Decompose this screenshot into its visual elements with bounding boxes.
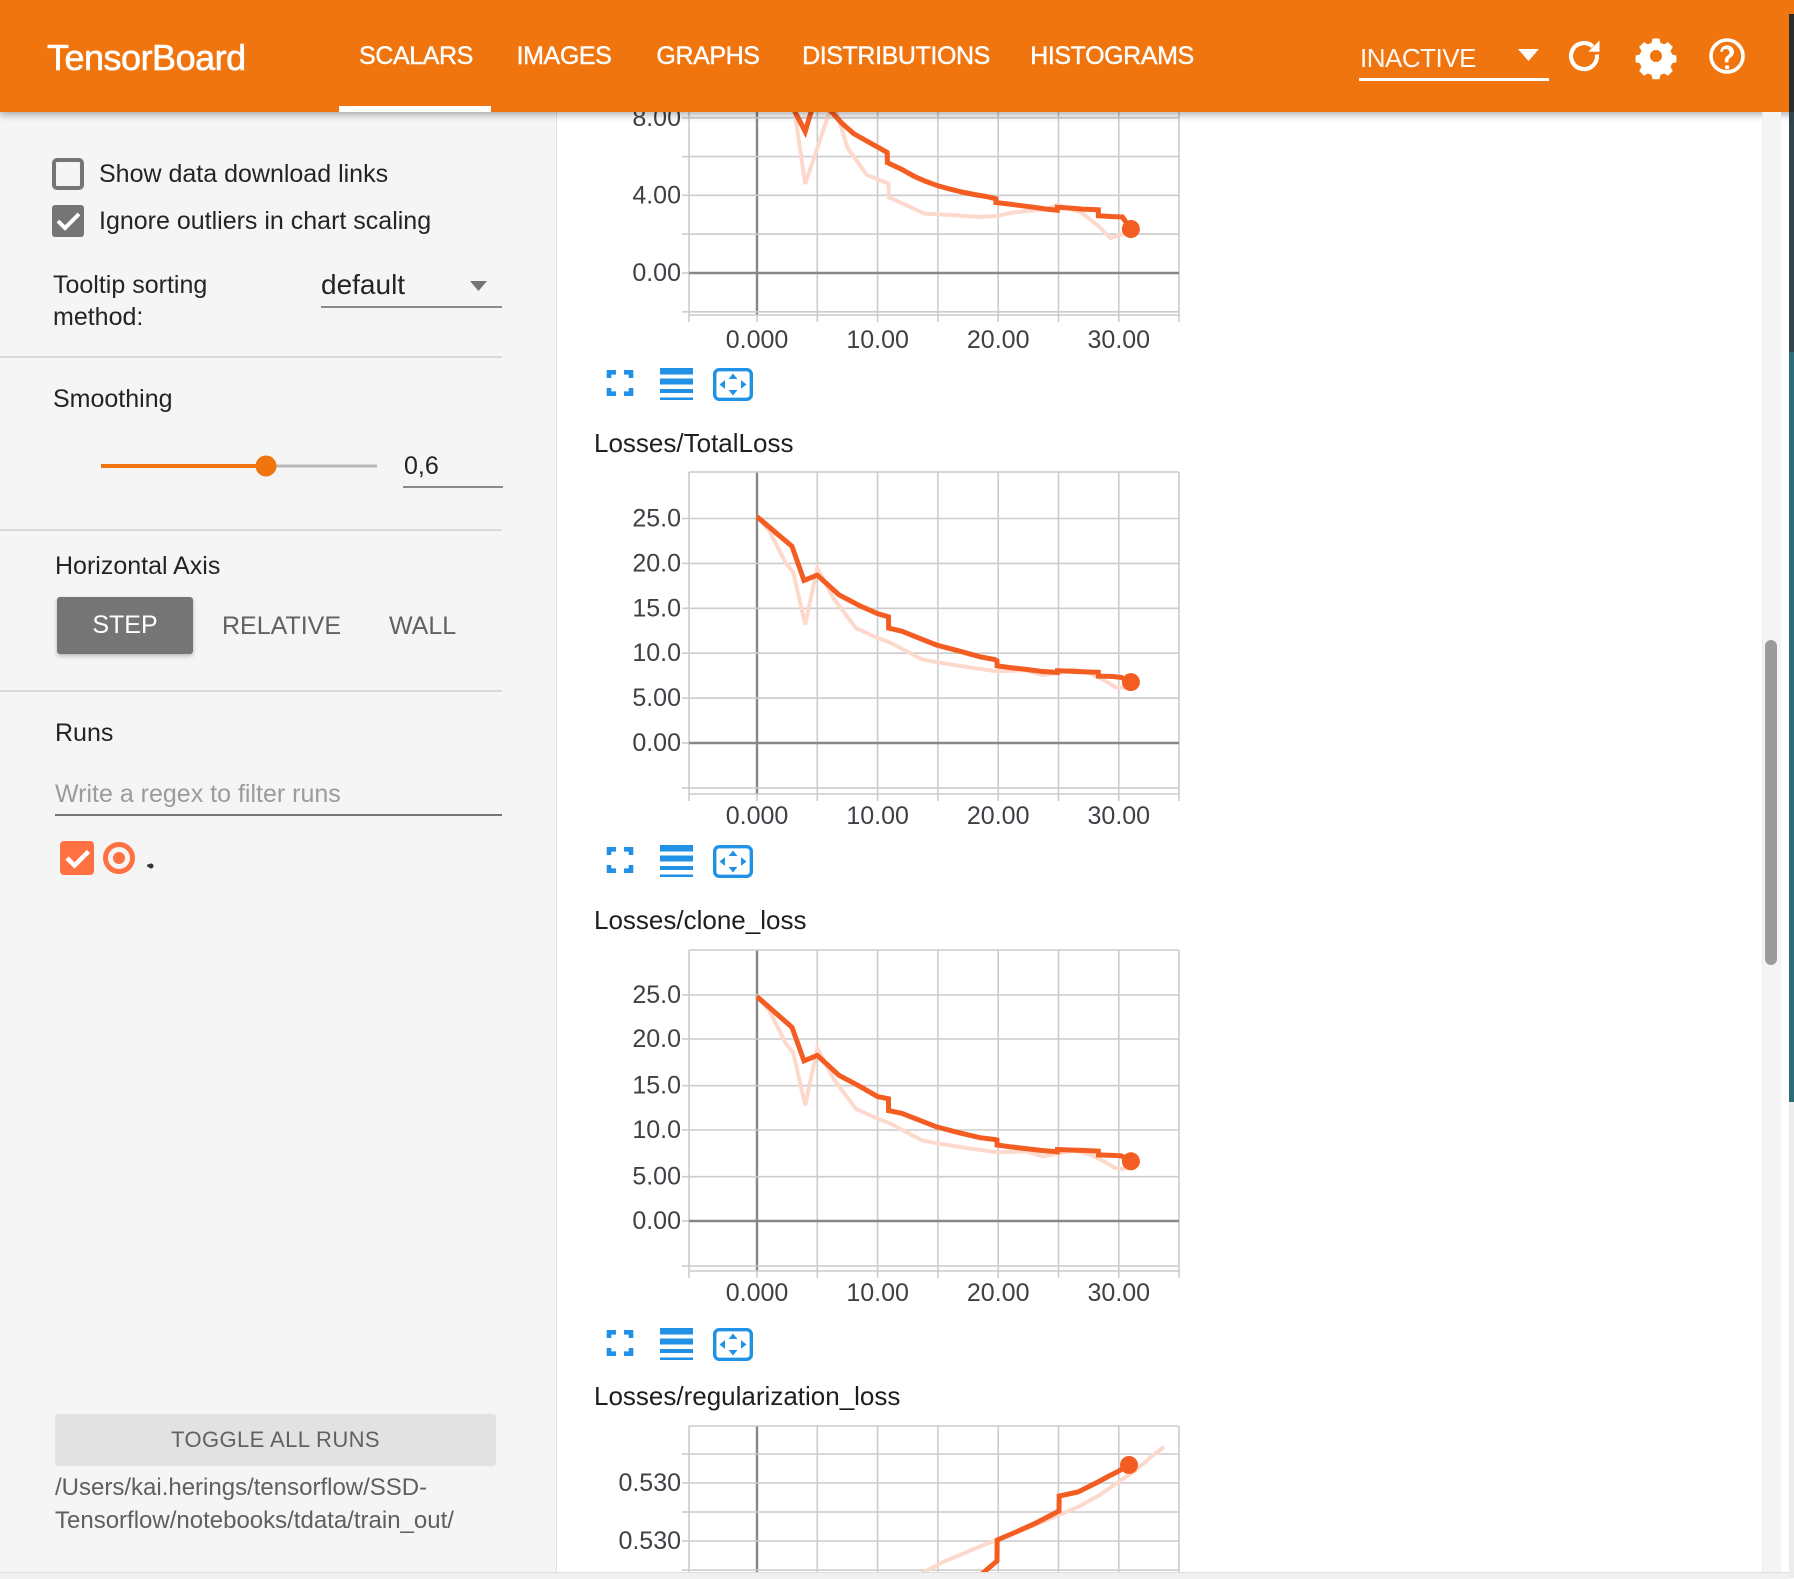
svg-text:5.00: 5.00 bbox=[632, 1163, 681, 1191]
svg-text:15.0: 15.0 bbox=[632, 1072, 681, 1100]
svg-text:25.0: 25.0 bbox=[632, 505, 681, 533]
svg-text:30.00: 30.00 bbox=[1088, 326, 1151, 354]
svg-text:4.00: 4.00 bbox=[632, 181, 681, 209]
svg-text:20.0: 20.0 bbox=[632, 1025, 681, 1053]
svg-text:10.00: 10.00 bbox=[846, 1279, 909, 1307]
svg-text:20.00: 20.00 bbox=[967, 326, 1030, 354]
svg-text:5.00: 5.00 bbox=[632, 684, 681, 712]
svg-text:15.0: 15.0 bbox=[632, 594, 681, 622]
svg-text:0.00: 0.00 bbox=[632, 729, 681, 757]
svg-text:0.530: 0.530 bbox=[618, 1469, 681, 1497]
svg-text:10.00: 10.00 bbox=[846, 326, 909, 354]
svg-text:Losses/clone_loss: Losses/clone_loss bbox=[594, 905, 806, 935]
svg-text:10.0: 10.0 bbox=[632, 1116, 681, 1144]
svg-text:20.00: 20.00 bbox=[967, 1279, 1030, 1307]
svg-text:0.00: 0.00 bbox=[632, 259, 681, 287]
svg-text:30.00: 30.00 bbox=[1088, 802, 1151, 830]
svg-text:10.00: 10.00 bbox=[846, 802, 909, 830]
svg-text:0.000: 0.000 bbox=[726, 1279, 789, 1307]
svg-text:0.00: 0.00 bbox=[632, 1207, 681, 1235]
svg-text:Losses/regularization_loss: Losses/regularization_loss bbox=[594, 1381, 900, 1411]
svg-text:30.00: 30.00 bbox=[1088, 1279, 1151, 1307]
svg-text:20.0: 20.0 bbox=[632, 549, 681, 577]
svg-text:Losses/TotalLoss: Losses/TotalLoss bbox=[594, 428, 793, 458]
svg-text:10.0: 10.0 bbox=[632, 639, 681, 667]
svg-text:0.530: 0.530 bbox=[618, 1527, 681, 1555]
svg-text:0.000: 0.000 bbox=[726, 802, 789, 830]
svg-text:25.0: 25.0 bbox=[632, 981, 681, 1009]
svg-text:20.00: 20.00 bbox=[967, 802, 1030, 830]
svg-text:0.000: 0.000 bbox=[726, 326, 789, 354]
